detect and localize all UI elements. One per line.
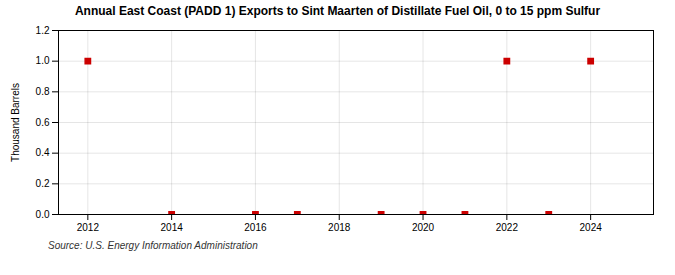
svg-text:0.0: 0.0 [36,209,50,220]
svg-text:2012: 2012 [77,222,100,233]
svg-text:2020: 2020 [412,222,435,233]
svg-text:0.2: 0.2 [36,178,50,189]
svg-text:0.8: 0.8 [36,86,50,97]
svg-text:2014: 2014 [161,222,184,233]
svg-text:1.2: 1.2 [36,25,50,36]
svg-text:2022: 2022 [496,222,519,233]
svg-text:2018: 2018 [328,222,351,233]
svg-text:1.0: 1.0 [36,55,50,66]
svg-text:2016: 2016 [244,222,267,233]
html-text:Source: U.S. Energy Informatio: Source: U.S. Energy Information Administ… [48,240,258,251]
svg-text:0.4: 0.4 [36,147,50,158]
html-text:Annual East Coast (PADD 1) Exp: Annual East Coast (PADD 1) Exports to Si… [74,4,601,18]
svg-text:0.6: 0.6 [36,117,50,128]
svg-text:2024: 2024 [580,222,603,233]
svg-text:Thousand Barrels: Thousand Barrels [10,83,21,162]
